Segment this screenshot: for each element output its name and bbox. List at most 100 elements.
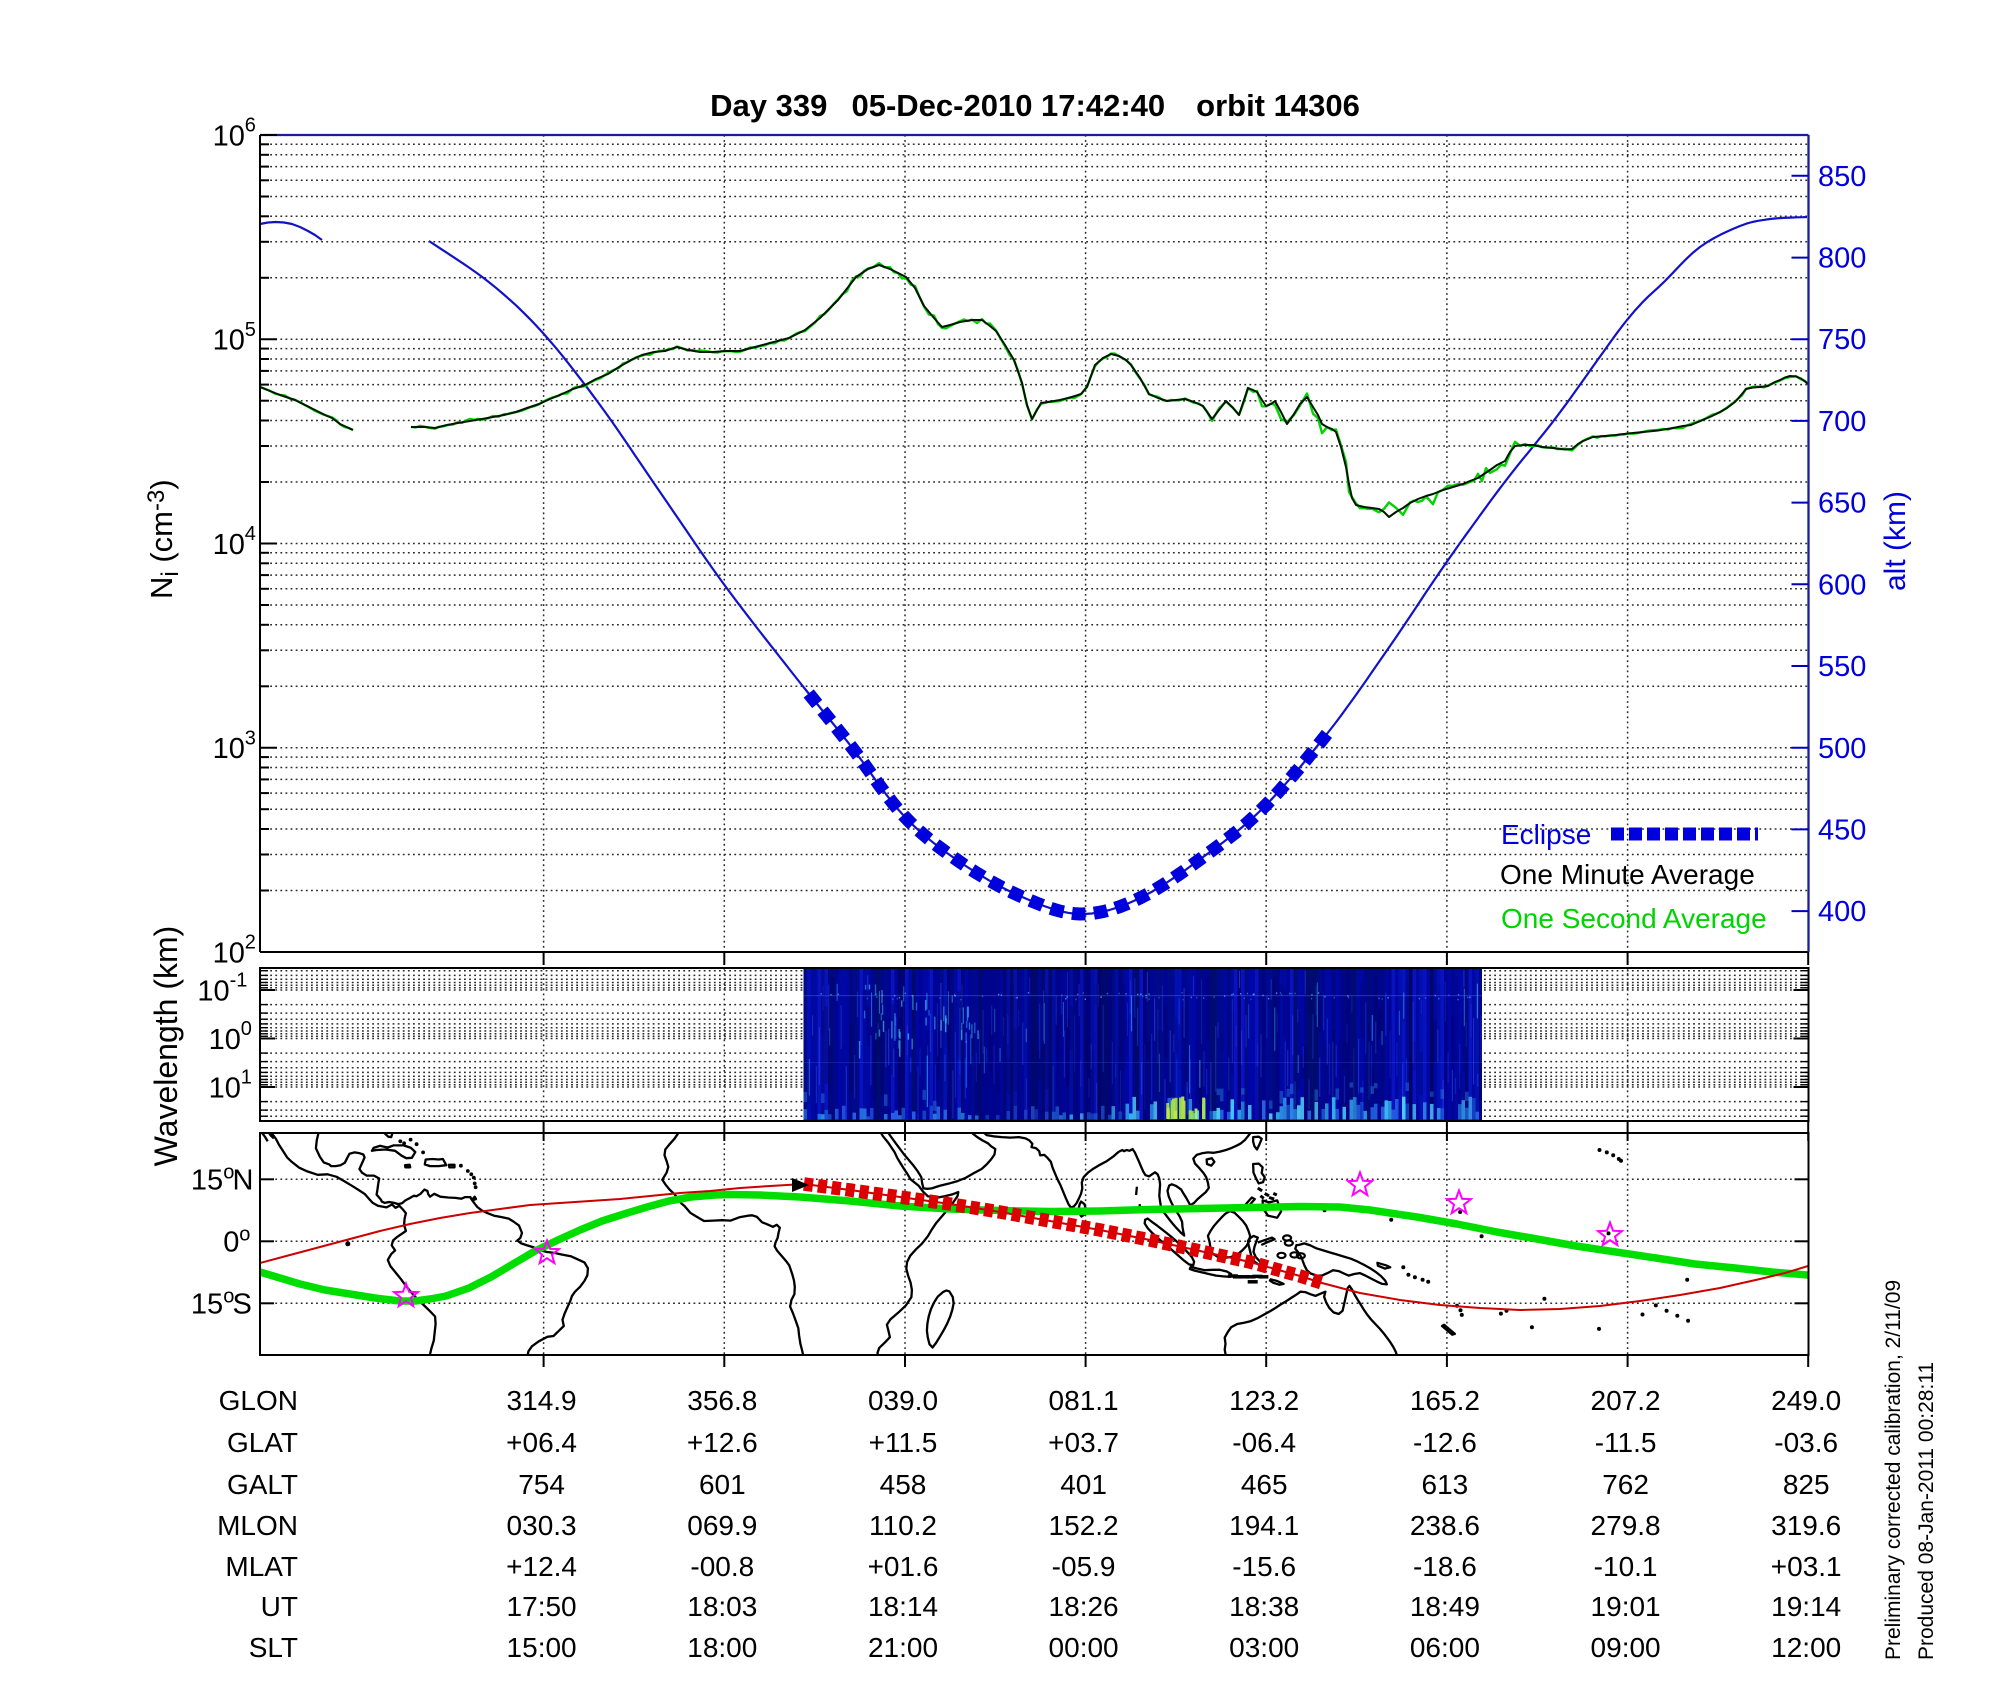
svg-text:762: 762 [1602,1469,1649,1500]
svg-text:-12.6: -12.6 [1413,1427,1477,1458]
svg-text:19:01: 19:01 [1591,1591,1661,1622]
svg-text:465: 465 [1241,1469,1288,1500]
svg-text:18:00: 18:00 [687,1632,757,1663]
svg-text:06:00: 06:00 [1410,1632,1480,1663]
svg-text:6: 6 [245,115,256,137]
svg-text:249.0: 249.0 [1771,1385,1841,1416]
svg-text:15: 15 [191,1164,223,1196]
svg-text:+12.6: +12.6 [687,1427,758,1458]
svg-text:UT: UT [261,1591,298,1622]
svg-text:039.0: 039.0 [868,1385,938,1416]
svg-text:o: o [223,1161,234,1183]
svg-text:754: 754 [518,1469,565,1500]
svg-text:19:14: 19:14 [1771,1591,1841,1622]
svg-text:800: 800 [1818,243,1866,275]
svg-text:319.6: 319.6 [1771,1510,1841,1541]
svg-text:069.9: 069.9 [687,1510,757,1541]
svg-text:alt (km): alt (km) [1879,491,1912,591]
svg-text:10: 10 [209,1072,241,1104]
svg-text:18:49: 18:49 [1410,1591,1480,1622]
svg-text:-15.6: -15.6 [1232,1551,1296,1582]
svg-text:-18.6: -18.6 [1413,1551,1477,1582]
svg-text:00:00: 00:00 [1049,1632,1119,1663]
svg-text:18:26: 18:26 [1049,1591,1119,1622]
svg-text:-11.5: -11.5 [1595,1427,1657,1458]
svg-text:-00.8: -00.8 [690,1551,754,1582]
svg-text:SLT: SLT [249,1632,298,1663]
svg-text:356.8: 356.8 [687,1385,757,1416]
svg-text:2: 2 [245,932,256,954]
svg-text:110.2: 110.2 [869,1510,937,1541]
svg-text:0: 0 [241,1018,252,1040]
svg-text:10: 10 [209,1024,241,1056]
svg-text:17:50: 17:50 [507,1591,577,1622]
svg-text:GALT: GALT [227,1469,298,1500]
svg-text:401: 401 [1060,1469,1107,1500]
svg-text:450: 450 [1818,814,1866,846]
svg-text:-10.1: -10.1 [1594,1551,1658,1582]
svg-text:601: 601 [699,1469,746,1500]
svg-text:+01.6: +01.6 [868,1551,939,1582]
svg-text:09:00: 09:00 [1591,1632,1661,1663]
svg-text:+12.4: +12.4 [506,1551,577,1582]
svg-text:1: 1 [241,1067,252,1089]
svg-text:750: 750 [1818,324,1866,356]
svg-text:One Minute Average: One Minute Average [1500,859,1755,890]
svg-text:+06.4: +06.4 [506,1427,577,1458]
svg-text:613: 613 [1422,1469,1469,1500]
svg-text:314.9: 314.9 [507,1385,577,1416]
svg-text:-05.9: -05.9 [1052,1551,1116,1582]
svg-text:S: S [233,1288,252,1320]
svg-text:081.1: 081.1 [1049,1385,1119,1416]
svg-text:600: 600 [1818,569,1866,601]
svg-text:650: 650 [1818,488,1866,520]
svg-text:o: o [239,1223,250,1245]
svg-text:10: 10 [213,733,245,765]
svg-text:18:03: 18:03 [687,1591,757,1622]
svg-text:15: 15 [191,1288,223,1320]
svg-text:-03.6: -03.6 [1774,1427,1838,1458]
svg-text:4: 4 [245,523,256,545]
svg-text:One Second Average: One Second Average [1501,903,1767,934]
svg-text:0: 0 [223,1226,239,1258]
svg-text:MLAT: MLAT [225,1551,298,1582]
svg-text:10: 10 [213,120,245,152]
svg-text:3: 3 [245,727,256,749]
svg-text:279.8: 279.8 [1591,1510,1661,1541]
svg-text:Produced 08-Jan-2011 00:28:11: Produced 08-Jan-2011 00:28:11 [1915,1362,1938,1660]
svg-text:850: 850 [1818,161,1866,193]
svg-text:458: 458 [880,1469,927,1500]
svg-text:165.2: 165.2 [1410,1385,1480,1416]
svg-text:15:00: 15:00 [507,1632,577,1663]
svg-text:550: 550 [1818,651,1866,683]
svg-text:152.2: 152.2 [1049,1510,1119,1541]
svg-text:18:14: 18:14 [868,1591,938,1622]
svg-text:825: 825 [1783,1469,1830,1500]
svg-text:GLON: GLON [219,1385,298,1416]
svg-text:10: 10 [213,325,245,357]
svg-text:03:00: 03:00 [1229,1632,1299,1663]
svg-text:700: 700 [1818,406,1866,438]
svg-text:194.1: 194.1 [1229,1510,1299,1541]
svg-text:-06.4: -06.4 [1232,1427,1296,1458]
svg-text:12:00: 12:00 [1771,1632,1841,1663]
svg-text:Day 339 05-Dec-2010 17:42:40: Day 339 05-Dec-2010 17:42:40 orbit 14306 [710,88,1360,123]
svg-text:+11.5: +11.5 [869,1427,938,1458]
svg-text:Preliminary corrected calibrat: Preliminary corrected calibration, 2/11/… [1882,1280,1905,1660]
svg-text:Eclipse: Eclipse [1501,819,1591,850]
svg-text:21:00: 21:00 [868,1632,938,1663]
svg-text:Ni (cm-3): Ni (cm-3) [143,479,184,599]
svg-text:GLAT: GLAT [227,1427,298,1458]
svg-text:-1: -1 [230,970,248,992]
svg-text:N: N [233,1164,254,1196]
svg-text:Wavelength (km): Wavelength (km) [148,926,184,1167]
svg-text:400: 400 [1818,896,1866,928]
svg-text:o: o [223,1285,234,1307]
svg-text:MLON: MLON [217,1510,298,1541]
svg-text:+03.1: +03.1 [1771,1551,1842,1582]
svg-text:030.3: 030.3 [507,1510,577,1541]
svg-text:500: 500 [1818,733,1866,765]
svg-text:+03.7: +03.7 [1048,1427,1119,1458]
svg-text:10: 10 [213,937,245,969]
svg-text:10: 10 [197,975,229,1007]
